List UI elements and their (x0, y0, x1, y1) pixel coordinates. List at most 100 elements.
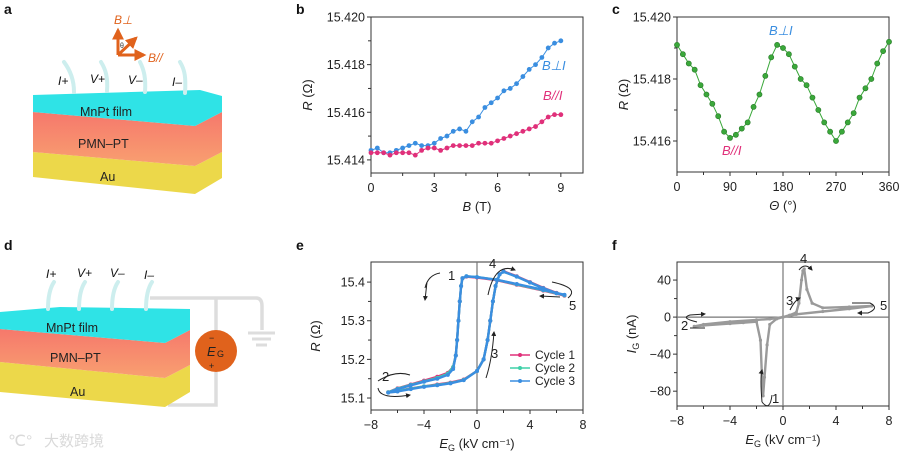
data-point (438, 147, 444, 153)
data-point (514, 282, 519, 287)
au-layer (0, 362, 190, 407)
data-point (541, 286, 546, 291)
data-point (862, 85, 869, 92)
source-label-var: E (207, 344, 216, 359)
data-point (438, 136, 444, 141)
chart-e-resistance-vs-gate-field: −8 −4 0 4 8 15.1 15.2 15.3 15.4 EG (kV cm⁻¹) R (Ω)… (308, 256, 587, 453)
watermark: ℃° 大数跨境 (8, 432, 104, 450)
x-axis-label-var: Θ (769, 198, 779, 213)
probe-label-i-minus: I– (144, 268, 154, 282)
data-point (833, 138, 839, 144)
annotation-label: 1 (448, 268, 455, 283)
data-point (476, 114, 481, 120)
annotation-label: 5 (880, 298, 887, 313)
data-point (874, 60, 881, 67)
x-tick-label: −4 (417, 418, 431, 432)
annotation-label: 4 (800, 251, 807, 266)
y-tick-label: 40 (657, 274, 671, 288)
data-point (827, 128, 834, 135)
y-tick-label: 15.418 (633, 73, 671, 87)
probe-wires (62, 60, 188, 95)
chart-b-magnetoresistance-vs-field: 0 3 6 9 15.414 15.416 15.418 15.420 B (T) R (Ω) B⊥… (300, 11, 584, 214)
annotation-label: 5 (569, 298, 576, 313)
data-point (374, 145, 380, 151)
x-tick-label: 360 (879, 180, 900, 194)
y-tick-label: 15.420 (327, 11, 365, 25)
data-point (448, 381, 453, 386)
x-axis-label: Θ (°) (769, 198, 797, 213)
annotation-label: B⊥I (769, 23, 793, 38)
legend-swatch-marker (518, 366, 522, 370)
y-axis-label-unit: (nA) (624, 315, 639, 343)
data-point (460, 276, 465, 281)
x-axis-label-unit: (kV cm⁻¹) (761, 432, 821, 447)
data-point (762, 375, 767, 379)
data-point (412, 152, 418, 158)
data-point (788, 313, 792, 317)
y-axis-label: R (Ω) (308, 320, 323, 351)
y-tick-label: 15.414 (327, 153, 365, 167)
annotation-label: 3 (491, 346, 498, 361)
data-point (450, 143, 456, 149)
source-plus-sign: + (209, 361, 214, 371)
x-tick-label: 0 (474, 418, 481, 432)
series-cycle-3 (386, 269, 567, 395)
y-axis-label-unit: (Ω) (616, 79, 631, 101)
data-point (425, 145, 431, 151)
data-point (768, 317, 772, 321)
data-point (406, 150, 412, 156)
data-point (456, 318, 461, 323)
x-axis-label-sub: G (754, 439, 761, 449)
data-point (488, 100, 494, 106)
y-axis-label-var: I (624, 349, 639, 353)
data-point (558, 112, 564, 118)
data-point (721, 128, 728, 135)
data-point (494, 277, 499, 282)
x-tick-label: 3 (431, 181, 438, 195)
y-axis-label-sub: G (631, 343, 641, 350)
data-point (539, 119, 545, 125)
probe-label-v-plus: V+ (77, 266, 92, 280)
x-tick-label: 9 (557, 181, 564, 195)
data-point (412, 140, 418, 146)
data-point (774, 42, 781, 48)
data-point (457, 143, 462, 149)
data-point (514, 81, 519, 87)
data-point (870, 304, 874, 308)
y-tick-label: 15.416 (633, 135, 671, 149)
x-tick-label: −8 (670, 414, 684, 428)
data-point (475, 275, 479, 280)
data-point (692, 324, 696, 328)
data-point (514, 274, 519, 279)
y-axis-label-var: R (300, 101, 315, 110)
data-point (679, 51, 686, 58)
data-point (545, 45, 551, 51)
field-axes-icon (112, 27, 147, 61)
data-point (781, 315, 785, 319)
data-point (728, 320, 732, 324)
data-point (744, 119, 751, 126)
data-point (490, 299, 495, 304)
data-point (444, 133, 450, 139)
data-point (797, 301, 801, 305)
data-point (482, 140, 488, 146)
data-point (856, 94, 863, 101)
data-point (768, 54, 775, 61)
data-point (445, 372, 450, 377)
x-tick-label: 8 (886, 414, 893, 428)
data-point (451, 367, 456, 372)
annotation-label: B//I (543, 88, 563, 103)
data-point (528, 280, 532, 285)
probe-label-i-plus: I+ (58, 74, 68, 88)
data-point (802, 267, 806, 271)
y-tick-label: −40 (650, 348, 671, 362)
x-tick-label: 6 (494, 181, 501, 195)
data-point (395, 389, 400, 394)
data-point (774, 317, 778, 321)
y-tick-label: 15.418 (327, 58, 365, 72)
layer-label-au: Au (100, 170, 115, 184)
data-point (495, 95, 500, 101)
data-point (461, 378, 466, 383)
